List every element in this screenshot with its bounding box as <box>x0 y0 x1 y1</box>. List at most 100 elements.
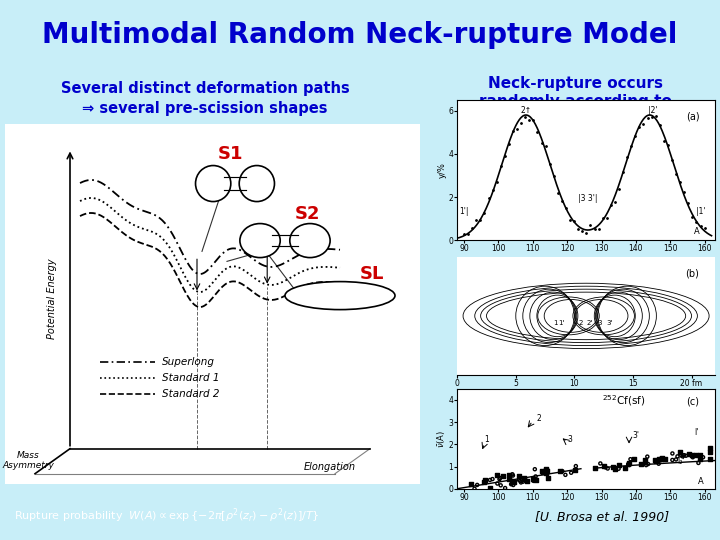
Y-axis label: $\bar{\nu}$(A): $\bar{\nu}$(A) <box>435 430 447 448</box>
Point <box>462 230 474 238</box>
Point <box>508 127 519 136</box>
Text: Standard 1: Standard 1 <box>162 373 220 383</box>
Point <box>666 156 678 165</box>
Point <box>517 477 528 486</box>
Point <box>521 477 532 485</box>
Point <box>507 470 518 478</box>
Point <box>687 213 698 221</box>
Point <box>528 477 539 485</box>
Point <box>531 127 543 136</box>
Point <box>487 475 498 483</box>
Point <box>511 125 523 134</box>
Point <box>638 119 649 128</box>
Point <box>559 470 571 479</box>
Point <box>494 475 505 483</box>
Point <box>542 474 554 483</box>
Point <box>471 216 482 225</box>
Point <box>540 466 552 475</box>
Point <box>548 172 559 180</box>
Point <box>585 220 596 229</box>
Text: 2: 2 <box>536 414 541 423</box>
Point <box>595 459 606 468</box>
Point <box>467 224 478 232</box>
Point <box>653 460 665 468</box>
Text: Several distinct deformation paths: Several distinct deformation paths <box>60 81 349 96</box>
Point <box>506 478 518 487</box>
Point <box>570 465 581 474</box>
Point <box>658 137 670 145</box>
Point <box>670 170 682 178</box>
Point <box>491 470 503 479</box>
Point <box>478 477 490 486</box>
Bar <box>270 235 300 246</box>
Point <box>518 474 530 483</box>
Point <box>598 461 610 470</box>
Text: Superlong: Superlong <box>162 356 215 367</box>
Point <box>683 450 695 458</box>
Point <box>642 453 653 461</box>
Point <box>699 224 711 232</box>
Point <box>646 113 657 122</box>
Text: |3 3'|: |3 3'| <box>578 194 598 204</box>
Text: 1'|: 1'| <box>459 207 469 217</box>
Point <box>513 471 524 480</box>
Text: Multimodal Random Neck-rupture Model: Multimodal Random Neck-rupture Model <box>42 21 678 49</box>
Point <box>619 464 631 472</box>
Point <box>519 112 531 121</box>
Ellipse shape <box>289 224 330 258</box>
Point <box>639 456 650 464</box>
Point <box>625 455 636 463</box>
Text: Elongation: Elongation <box>304 462 356 471</box>
Point <box>605 201 616 210</box>
Point <box>635 460 647 469</box>
Text: S1: S1 <box>218 145 243 163</box>
Point <box>662 141 674 150</box>
Text: A: A <box>698 477 703 486</box>
Point <box>554 467 566 476</box>
Point <box>642 460 654 468</box>
Point <box>516 119 527 127</box>
Text: (b): (b) <box>685 268 700 279</box>
Point <box>677 452 688 461</box>
Point <box>675 448 686 457</box>
Point <box>572 225 584 233</box>
Point <box>667 456 678 464</box>
Point <box>498 472 509 481</box>
Point <box>516 478 527 487</box>
Point <box>479 475 490 484</box>
Point <box>609 465 621 474</box>
Point <box>675 451 687 460</box>
Point <box>678 188 690 197</box>
Y-axis label: y/%: y/% <box>438 162 447 178</box>
Point <box>629 455 640 464</box>
Point <box>609 198 621 207</box>
Point <box>541 468 552 477</box>
Text: ⇒ several pre-scission shapes: ⇒ several pre-scission shapes <box>82 101 328 116</box>
Point <box>503 475 515 484</box>
Text: 1': 1' <box>558 320 564 326</box>
Point <box>672 452 683 461</box>
Point <box>529 465 541 474</box>
Point <box>685 451 697 460</box>
Point <box>704 455 716 463</box>
Point <box>695 450 706 459</box>
Point <box>704 448 716 457</box>
Point <box>589 225 600 233</box>
Point <box>613 464 624 473</box>
Point <box>528 475 539 483</box>
Point <box>626 142 637 151</box>
Point <box>622 460 634 468</box>
Point <box>670 455 682 464</box>
Point <box>593 225 604 233</box>
Point <box>600 463 611 471</box>
Point <box>602 464 613 473</box>
Point <box>469 484 480 493</box>
Text: S2: S2 <box>295 205 320 222</box>
Text: Neck-rupture occurs: Neck-rupture occurs <box>487 76 662 91</box>
Point <box>508 481 519 489</box>
Point <box>650 457 662 465</box>
Text: the Gaussian function: the Gaussian function <box>481 112 669 127</box>
Point <box>541 467 552 475</box>
Text: l': l' <box>694 428 698 437</box>
Point <box>484 483 495 492</box>
